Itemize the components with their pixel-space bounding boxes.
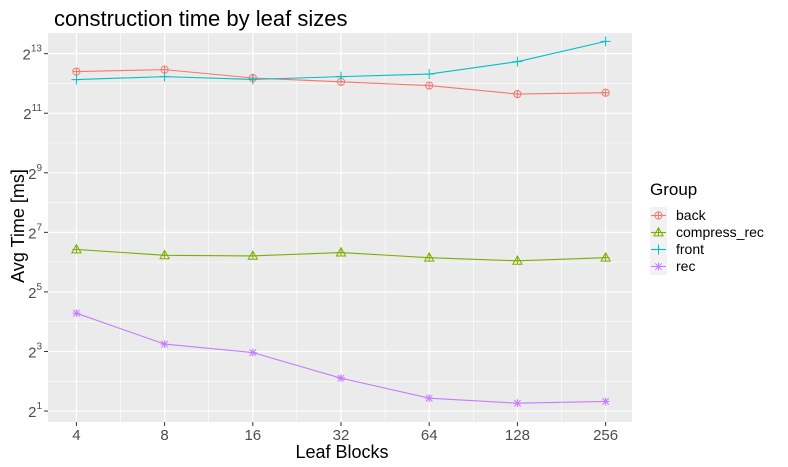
x-axis-title: Leaf Blocks: [295, 442, 388, 462]
x-tick-label: 8: [160, 427, 168, 444]
data-point-front: [336, 71, 347, 82]
x-tick-label: 128: [505, 427, 530, 444]
legend-key-marker: [653, 226, 664, 237]
data-point-front: [600, 36, 611, 47]
grid-minor: [48, 33, 632, 422]
legend-label: front: [676, 241, 704, 257]
legend-title: Group: [650, 180, 697, 199]
y-tick-label: 211: [23, 103, 42, 123]
data-point-rec: [425, 394, 434, 403]
data-point-rec: [72, 309, 81, 318]
data-point-back: [72, 67, 81, 76]
series-layer: [70, 36, 612, 408]
data-point-rec: [337, 374, 346, 383]
data-point-front: [424, 69, 435, 80]
data-point-front: [247, 74, 258, 85]
chart-title: construction time by leaf sizes: [54, 6, 347, 31]
legend-item-back: back: [650, 207, 707, 224]
legend-item-compress_rec: compress_rec: [650, 224, 764, 241]
data-point-compress_rec: [247, 250, 259, 260]
data-point-back: [513, 89, 522, 99]
x-tick-label: 4: [72, 427, 80, 444]
y-tick-label: 25: [28, 282, 42, 302]
data-point-compress_rec: [600, 251, 612, 262]
data-point-front: [159, 71, 170, 82]
x-tick-label: 256: [593, 427, 618, 444]
legend-item-rec: rec: [650, 258, 695, 275]
x-tick-label: 32: [333, 427, 350, 444]
data-point-compress_rec: [511, 254, 523, 265]
y-tick-label: 213: [23, 44, 43, 64]
series-compress_rec: [70, 243, 612, 265]
legend-item-front: front: [650, 241, 704, 258]
data-point-compress_rec: [423, 251, 435, 262]
data-point-rec: [160, 340, 169, 349]
x-axis: 4 8 16 32 64 128 256: [72, 422, 618, 444]
y-tick-label: 23: [28, 341, 42, 361]
data-point-rec: [248, 348, 257, 357]
x-tick-label: 64: [421, 427, 438, 444]
data-point-compress_rec: [70, 243, 82, 254]
data-point-rec: [601, 397, 610, 406]
data-point-compress_rec: [335, 246, 347, 257]
plot-panel: [48, 33, 632, 422]
y-axis: 21 23 25 27 29 211 213: [23, 44, 48, 421]
legend-label: back: [676, 207, 707, 223]
legend-key-marker: [653, 244, 664, 255]
y-axis-title: Avg Time [ms]: [8, 169, 28, 283]
y-tick-label: 27: [28, 222, 42, 242]
grid-major: [48, 33, 632, 422]
data-point-back: [425, 81, 434, 90]
series-front: [71, 36, 611, 85]
series-rec: [72, 309, 610, 408]
legend-label: compress_rec: [676, 224, 764, 240]
data-point-compress_rec: [159, 249, 171, 260]
legend-label: rec: [676, 258, 695, 274]
data-point-rec: [513, 399, 522, 408]
data-point-back: [601, 88, 610, 97]
legend-key-marker: [654, 211, 663, 220]
data-point-front: [512, 56, 523, 67]
x-tick-label: 16: [244, 427, 261, 444]
y-tick-label: 29: [28, 163, 42, 183]
y-tick-label: 21: [28, 401, 42, 421]
data-point-front: [71, 74, 82, 85]
legend-key-marker: [654, 262, 663, 271]
